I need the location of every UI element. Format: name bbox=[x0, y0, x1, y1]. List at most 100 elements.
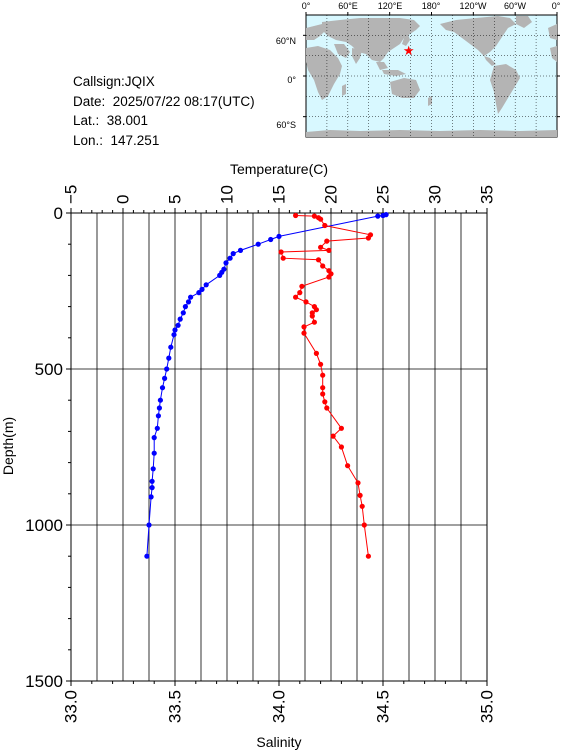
salinity-point bbox=[338, 444, 344, 450]
map-lon-label: 0° bbox=[302, 1, 311, 11]
salinity-point bbox=[324, 405, 330, 411]
salinity-point bbox=[318, 244, 324, 250]
temperature-tick-label: 20 bbox=[322, 185, 341, 204]
salinity-point bbox=[318, 361, 324, 367]
temperature-point bbox=[255, 241, 261, 247]
temperature-tick-label: 35 bbox=[478, 185, 497, 204]
salinity-point bbox=[280, 255, 286, 261]
salinity-point bbox=[301, 330, 307, 336]
temperature-point bbox=[144, 553, 150, 559]
depth-axis-label: Depth(m) bbox=[0, 417, 16, 475]
date-text: Date: 2025/07/22 08:17(UTC) bbox=[73, 93, 255, 109]
salinity-point bbox=[318, 216, 324, 222]
temperature-point bbox=[171, 332, 177, 338]
temperature-point bbox=[154, 425, 160, 431]
salinity-tick-label: 33.5 bbox=[166, 690, 185, 723]
minor-ticks bbox=[66, 208, 488, 686]
salinity-point bbox=[355, 480, 361, 486]
salinity-point bbox=[278, 249, 284, 255]
world-map: 0° 60°E 120°E 180° 120°W 60°W 0° 60°N 0°… bbox=[276, 1, 561, 138]
salinity-point bbox=[320, 385, 326, 391]
map-lat-label: 60°N bbox=[276, 36, 296, 46]
temperature-point bbox=[156, 405, 162, 411]
map-ticks bbox=[303, 12, 560, 118]
salinity-point bbox=[311, 213, 317, 219]
temperature-tick-labels: −5 0 5 10 15 20 25 30 35 bbox=[62, 185, 497, 204]
temperature-tick-label: 30 bbox=[426, 185, 445, 204]
map-lon-label: 60°W bbox=[504, 1, 527, 11]
depth-tick-label: 0 bbox=[54, 204, 63, 223]
grid bbox=[71, 213, 487, 681]
temperature-point bbox=[188, 294, 194, 300]
temperature-point bbox=[146, 522, 152, 528]
salinity-point bbox=[313, 307, 319, 313]
salinity-point bbox=[322, 222, 328, 229]
salinity-point bbox=[293, 212, 299, 219]
temperature-point bbox=[375, 213, 381, 219]
temperature-point bbox=[217, 272, 223, 278]
map-latitude-labels: 60°N 0° 60°S bbox=[276, 36, 297, 130]
temperature-point bbox=[172, 327, 178, 333]
temperature-point bbox=[203, 282, 209, 288]
depth-tick-label: 1000 bbox=[25, 516, 63, 535]
salinity-point bbox=[326, 274, 332, 280]
temperature-line bbox=[146, 214, 387, 557]
map-lon-label: 180° bbox=[422, 1, 441, 11]
salinity-point bbox=[320, 391, 326, 397]
temperature-tick-label: 25 bbox=[374, 185, 393, 204]
latitude-text: Lat.: 38.001 bbox=[73, 113, 149, 128]
salinity-point bbox=[313, 350, 319, 356]
temperature-tick-label: 5 bbox=[166, 195, 185, 204]
temperature-point bbox=[177, 316, 183, 322]
temperature-point bbox=[276, 233, 282, 239]
salinity-point bbox=[299, 283, 305, 289]
map-longitude-labels: 0° 60°E 120°E 180° 120°W 60°W 0° bbox=[302, 1, 561, 11]
temperature-tick-label: 15 bbox=[270, 185, 289, 204]
salinity-point bbox=[365, 235, 371, 241]
map-graticule bbox=[306, 15, 557, 137]
temperature-point bbox=[230, 251, 236, 257]
map-lat-label: 60°S bbox=[276, 120, 296, 130]
map-lon-label: 60°E bbox=[338, 1, 358, 11]
station-star-icon: ★ bbox=[403, 43, 415, 58]
station-info: Callsign:JQIX Date: 2025/07/22 08:17(UTC… bbox=[73, 72, 255, 150]
temperature-point bbox=[180, 310, 186, 316]
salinity-point bbox=[357, 492, 363, 498]
salinity-tick-labels: 33.0 33.5 34.0 34.5 35.0 bbox=[62, 690, 497, 723]
salinity-point bbox=[311, 319, 317, 325]
salinity-point bbox=[361, 522, 367, 528]
salinity-point bbox=[345, 463, 351, 469]
temperature-tick-label: 0 bbox=[114, 195, 133, 204]
salinity-point bbox=[301, 324, 307, 330]
depth-tick-label: 500 bbox=[35, 360, 63, 379]
temperature-point bbox=[149, 478, 155, 484]
temperature-axis-label: Temperature(C) bbox=[230, 161, 328, 177]
temperature-point bbox=[380, 212, 386, 219]
series-layer bbox=[144, 212, 389, 559]
map-lon-label: 0° bbox=[552, 1, 561, 11]
longitude-text: Lon.: 147.251 bbox=[73, 132, 160, 148]
temperature-point bbox=[185, 299, 192, 305]
temperature-point bbox=[175, 322, 181, 328]
temperature-point bbox=[148, 494, 154, 500]
salinity-point bbox=[309, 313, 315, 319]
salinity-point bbox=[322, 399, 328, 405]
salinity-series bbox=[278, 212, 374, 559]
temperature-tick-label: 10 bbox=[218, 185, 237, 204]
salinity-point bbox=[365, 553, 371, 559]
salinity-point bbox=[326, 247, 332, 253]
temperature-point bbox=[151, 435, 157, 441]
map-lat-label: 0° bbox=[287, 75, 296, 85]
salinity-point bbox=[320, 372, 326, 378]
depth-tick-label: 1500 bbox=[25, 672, 63, 691]
salinity-point bbox=[315, 257, 322, 263]
temperature-point bbox=[199, 286, 205, 292]
temperature-tick-label: −5 bbox=[62, 185, 81, 204]
temperature-point bbox=[159, 385, 166, 391]
callsign-text: Callsign:JQIX bbox=[73, 74, 155, 89]
temperature-point bbox=[223, 260, 229, 266]
salinity-point bbox=[324, 238, 330, 244]
temperature-series bbox=[144, 212, 389, 559]
salinity-point bbox=[303, 299, 309, 305]
salinity-point bbox=[338, 425, 344, 431]
